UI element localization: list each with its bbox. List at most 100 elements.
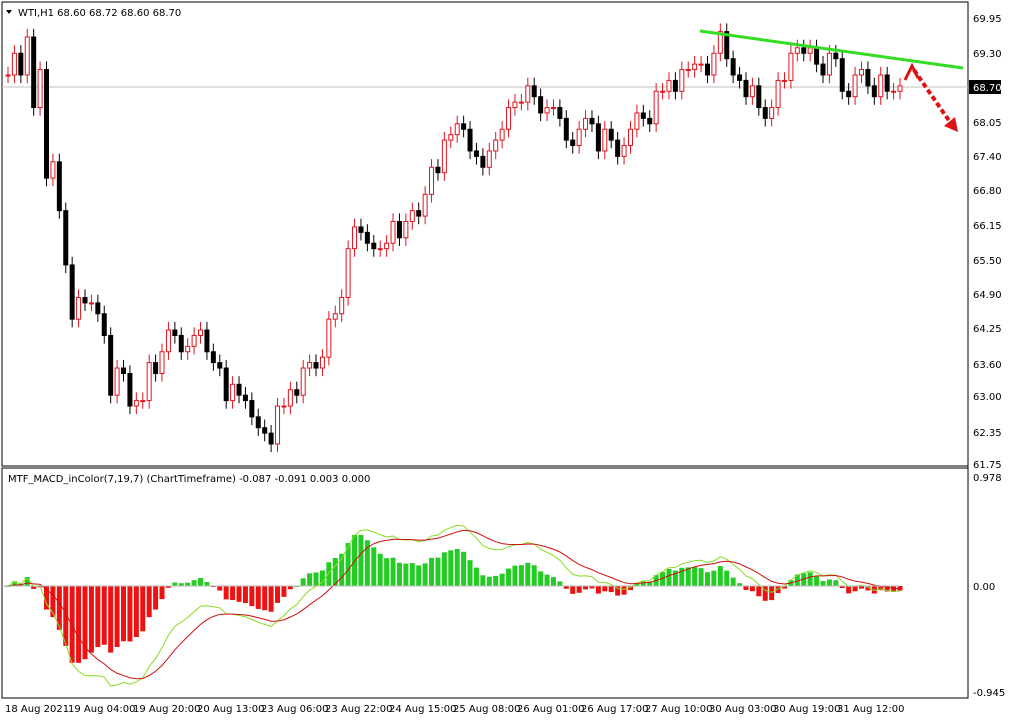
histogram-bar xyxy=(814,575,820,586)
candle-body xyxy=(255,416,261,429)
macd-panel-header: MTF_MACD_inColor(7,19,7) (ChartTimeframe… xyxy=(8,474,370,485)
histogram-bar xyxy=(512,565,518,586)
candle-body xyxy=(69,264,75,320)
candle-body xyxy=(865,69,871,87)
candle-body xyxy=(262,427,268,434)
candle-body xyxy=(871,85,877,98)
candle-body xyxy=(698,63,704,66)
time-tick: 25 Aug 08:00 xyxy=(453,704,520,715)
candle-body xyxy=(717,31,723,54)
candle-body xyxy=(281,405,287,408)
histogram-bar xyxy=(589,586,595,589)
histogram-bar xyxy=(538,571,544,586)
candle-body xyxy=(557,107,563,119)
candle-body xyxy=(743,79,749,98)
chevron-down-icon[interactable] xyxy=(6,10,12,14)
candle-body xyxy=(878,74,884,98)
histogram-bar xyxy=(448,550,454,586)
candle-body xyxy=(101,313,107,336)
candle-body xyxy=(18,52,24,76)
histogram-bar xyxy=(275,586,281,603)
candle-body xyxy=(583,117,589,130)
histogram-bar xyxy=(615,586,621,596)
histogram-bar xyxy=(95,586,101,648)
candle-body xyxy=(814,47,820,65)
candle-body xyxy=(781,79,787,82)
time-tick: 23 Aug 22:00 xyxy=(325,704,392,715)
histogram-bar xyxy=(409,563,415,586)
macd-tick: 0.978 xyxy=(973,473,1002,484)
candlestick-series xyxy=(5,23,903,453)
candle-body xyxy=(358,226,364,233)
histogram-bar xyxy=(178,583,184,586)
time-tick: 19 Aug 04:00 xyxy=(68,704,135,715)
candle-body xyxy=(185,345,191,353)
candle-body xyxy=(858,69,864,76)
candle-body xyxy=(146,362,152,402)
histogram-bar xyxy=(313,572,319,586)
arrow-annotation-shaft[interactable] xyxy=(912,68,952,124)
histogram-bar xyxy=(230,586,236,601)
candle-body xyxy=(172,329,178,336)
histogram-bar xyxy=(858,586,864,589)
macd-tick: -0.945 xyxy=(973,688,1005,699)
histogram-bar xyxy=(172,582,178,586)
histogram-bar xyxy=(133,586,139,638)
price-tick: 64.90 xyxy=(973,290,1002,301)
histogram-bar xyxy=(371,547,377,586)
candle-body xyxy=(332,313,338,320)
histogram-bar xyxy=(794,574,800,586)
histogram-bar xyxy=(660,572,666,586)
histogram-bar xyxy=(737,583,743,586)
histogram-bar xyxy=(602,586,608,592)
histogram-bar xyxy=(724,570,730,586)
time-tick: 30 Aug 19:00 xyxy=(773,704,840,715)
histogram-bar xyxy=(56,586,62,630)
histogram-bar xyxy=(627,586,633,591)
candle-body xyxy=(467,128,473,152)
candle-body xyxy=(563,117,569,141)
histogram-bar xyxy=(711,570,717,586)
histogram-bar xyxy=(268,586,274,612)
arrow-annotation-head[interactable] xyxy=(944,117,958,132)
candle-body xyxy=(756,85,762,109)
candle-body xyxy=(108,334,114,396)
macd-line xyxy=(7,524,901,687)
price-tick: 65.50 xyxy=(973,256,1002,267)
histogram-bar xyxy=(544,574,550,586)
candle-body xyxy=(762,107,768,119)
histogram-bar xyxy=(557,581,563,586)
histogram-bar xyxy=(493,575,499,586)
candle-body xyxy=(441,139,447,174)
candle-body xyxy=(249,400,255,418)
histogram-bar xyxy=(140,586,146,632)
histogram-bar xyxy=(570,586,576,594)
candle-body xyxy=(852,74,858,98)
candle-body xyxy=(679,69,685,92)
histogram-bar xyxy=(24,576,30,586)
trendline[interactable] xyxy=(699,29,964,70)
candle-body xyxy=(230,383,236,402)
candle-body xyxy=(37,69,43,109)
histogram-bar xyxy=(384,558,390,586)
time-tick: 26 Aug 01:00 xyxy=(517,704,584,715)
candle-body xyxy=(749,85,755,98)
current-price-label: 68.70 xyxy=(973,83,1002,94)
histogram-bar xyxy=(884,586,890,592)
candle-body xyxy=(884,74,890,92)
histogram-bar xyxy=(679,567,685,586)
candle-body xyxy=(737,74,743,81)
histogram-bar xyxy=(76,586,82,663)
price-tick: 62.35 xyxy=(973,428,1002,439)
candle-body xyxy=(409,210,415,223)
histogram-bar xyxy=(127,586,133,642)
candle-body xyxy=(345,248,351,298)
price-tick: 69.30 xyxy=(973,49,1002,60)
histogram-bar xyxy=(891,586,897,592)
candle-body xyxy=(153,362,159,374)
candle-body xyxy=(615,139,621,157)
candle-body xyxy=(550,107,556,110)
macd-tick: 0.00 xyxy=(973,582,995,593)
